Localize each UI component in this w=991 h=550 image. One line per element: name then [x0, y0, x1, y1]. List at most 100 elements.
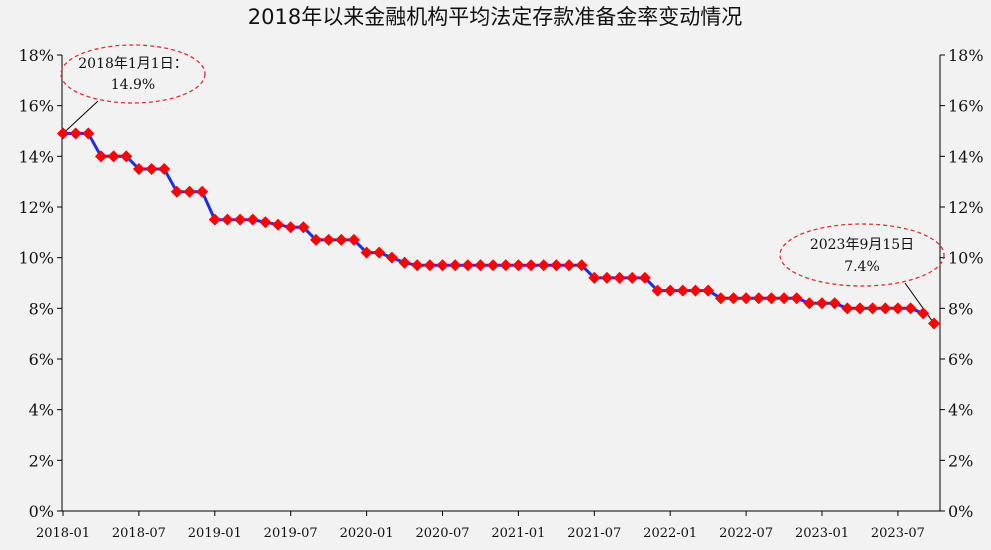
data-point: [778, 292, 791, 305]
data-point: [790, 292, 803, 305]
data-point: [575, 259, 588, 272]
y-tick-label-right: 14%: [948, 147, 984, 166]
data-point: [525, 259, 538, 272]
x-tick-label: 2019-07: [264, 526, 318, 541]
data-point: [449, 259, 462, 272]
x-tick-label: 2021-07: [567, 526, 621, 541]
y-tick-label-right: 10%: [948, 249, 984, 268]
y-tick-label-left: 4%: [29, 401, 54, 420]
chart-title: 2018年以来金融机构平均法定存款准备金率变动情况: [248, 5, 742, 29]
x-tick-label: 2022-01: [643, 526, 697, 541]
annotation-start-date: 2018年1月1日：: [78, 56, 187, 72]
data-point: [588, 271, 601, 284]
data-point: [563, 259, 575, 272]
y-tick-label-left: 18%: [18, 46, 54, 65]
annotation-leader-end: [904, 282, 935, 324]
y-tick-label-left: 8%: [29, 299, 54, 318]
y-tick-label-left: 12%: [18, 198, 54, 217]
data-point: [879, 302, 892, 315]
data-point: [499, 259, 512, 272]
data-point: [423, 259, 436, 272]
data-point: [676, 284, 689, 297]
data-point: [626, 271, 639, 284]
data-point: [57, 127, 69, 140]
data-point: [853, 302, 866, 315]
data-point: [474, 259, 487, 272]
y-tick-label-left: 14%: [18, 147, 54, 166]
data-point: [600, 271, 613, 284]
data-point: [246, 213, 259, 226]
data-point: [917, 307, 930, 320]
data-point: [891, 302, 904, 315]
data-point: [740, 292, 753, 305]
data-point: [689, 284, 702, 297]
data-point: [765, 292, 778, 305]
data-point: [183, 185, 196, 198]
data-point: [638, 271, 651, 284]
annotation-end-date: 2023年9月15日: [810, 237, 914, 253]
x-tick-label: 2020-07: [415, 526, 469, 541]
data-point: [347, 233, 360, 246]
y-tick-label-left: 6%: [29, 350, 54, 369]
data-point: [221, 213, 234, 226]
data-point: [752, 292, 765, 305]
data-point: [461, 259, 474, 272]
x-tick-label: 2023-07: [871, 526, 925, 541]
data-point: [398, 256, 411, 269]
data-point: [664, 284, 677, 297]
data-point: [120, 150, 133, 163]
y-tick-label-right: 4%: [948, 401, 973, 420]
data-point: [613, 271, 626, 284]
data-point: [158, 163, 171, 175]
data-point: [803, 297, 816, 310]
data-point: [297, 221, 310, 234]
y-tick-label-left: 16%: [18, 97, 54, 116]
data-point: [841, 302, 854, 315]
annotation-end-value: 7.4%: [844, 259, 880, 275]
annotations: 2018年1月1日： 14.9% 2023年9月15日 7.4%: [60, 44, 945, 330]
data-point: [651, 284, 664, 297]
data-point: [373, 246, 386, 259]
data-point: [69, 127, 82, 140]
data-point: [145, 163, 158, 175]
y-tick-label-right: 0%: [948, 502, 973, 521]
y-tick-label-right: 8%: [948, 299, 973, 318]
data-point: [550, 259, 563, 272]
data-point: [816, 297, 828, 310]
axes: 0% 0% 2% 2% 4% 4% 6% 6% 8% 8% 10% 10% 12% 12% 14% 14% 16…: [18, 46, 983, 541]
data-point: [272, 218, 285, 231]
x-tick-label: 2018-01: [36, 526, 90, 541]
annotation-ellipse-start: [60, 44, 206, 104]
y-tick-label-right: 16%: [948, 97, 984, 116]
x-tick-label: 2021-01: [491, 526, 545, 541]
annotation-leader-start: [62, 100, 99, 134]
data-point: [284, 221, 297, 234]
annotation-start-value: 14.9%: [111, 77, 155, 93]
annotation-ellipse-end: [779, 223, 945, 287]
series-line: [63, 132, 924, 315]
data-point: [322, 233, 335, 246]
y-tick-label-right: 6%: [948, 350, 973, 369]
data-point: [132, 163, 145, 175]
data-point: [170, 185, 183, 198]
x-tick-label: 2023-01: [795, 526, 849, 541]
x-tick-label: 2019-01: [188, 526, 242, 541]
data-point: [107, 150, 120, 163]
data-point: [259, 216, 272, 229]
data-point: [727, 292, 740, 305]
data-point: [411, 259, 424, 272]
data-point: [904, 302, 917, 315]
data-point: [537, 259, 550, 272]
y-tick-label-left: 2%: [29, 451, 54, 470]
data-point: [335, 233, 348, 246]
data-point: [487, 259, 500, 272]
y-tick-label-right: 2%: [948, 451, 973, 470]
data-point: [385, 251, 398, 264]
data-point: [828, 297, 841, 310]
y-tick-label-right: 18%: [948, 46, 984, 65]
x-tick-label: 2018-07: [112, 526, 166, 541]
data-point: [234, 213, 247, 226]
data-point: [82, 127, 95, 140]
data-point: [866, 302, 879, 315]
